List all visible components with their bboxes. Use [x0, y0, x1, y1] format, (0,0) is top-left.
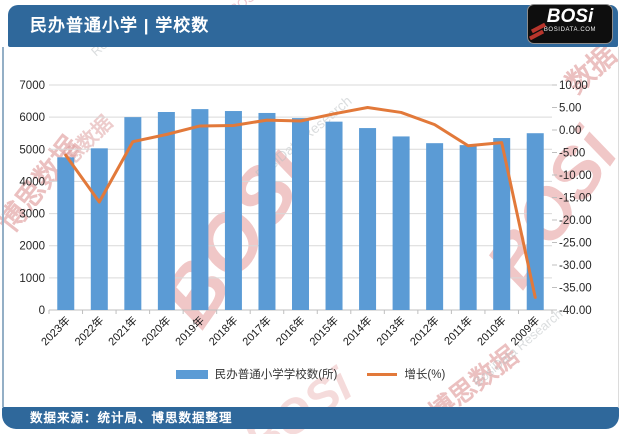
chart-legend: 民办普通小学学校数(所) 增长(%)	[0, 366, 621, 382]
svg-text:-40.00: -40.00	[559, 305, 592, 317]
bar-2023年	[57, 157, 75, 310]
svg-text:-25.00: -25.00	[559, 238, 592, 250]
legend-line-swatch	[367, 372, 398, 376]
svg-text:0: 0	[39, 305, 45, 317]
svg-text:-15.00: -15.00	[559, 193, 592, 205]
svg-text:2020年: 2020年	[138, 313, 173, 348]
bar-2016年	[292, 118, 309, 310]
svg-text:3000: 3000	[19, 209, 45, 221]
svg-text:-5.00: -5.00	[559, 148, 585, 160]
svg-text:1000: 1000	[19, 273, 45, 285]
svg-text:2018年: 2018年	[206, 313, 241, 348]
bosi-logo: BOSi BOSIDATA.COM	[527, 4, 613, 44]
bar-2011年	[459, 145, 477, 310]
svg-text:2000: 2000	[19, 241, 45, 253]
page-title: 民办普通小学 | 学校数	[30, 16, 210, 35]
svg-text:5000: 5000	[19, 144, 45, 156]
panel-right-border	[618, 47, 619, 407]
svg-text:6000: 6000	[19, 112, 45, 124]
legend-bar-swatch	[175, 369, 208, 379]
bar-2020年	[157, 112, 175, 310]
svg-text:4000: 4000	[19, 176, 45, 188]
bar-2012年	[426, 143, 444, 310]
svg-text:2010年: 2010年	[474, 313, 509, 348]
svg-text:2017年: 2017年	[239, 313, 274, 348]
footer-bar: 数据来源：统计局、博思数据整理	[2, 407, 619, 429]
x-axis-labels: 2023年 2022年 2021年 2020年 2019年 2018年 2017年 2016年…	[38, 313, 542, 348]
bar-2022年	[90, 148, 108, 310]
svg-text:-30.00: -30.00	[559, 260, 592, 272]
svg-text:2012年: 2012年	[407, 313, 442, 348]
growth-line	[64, 106, 537, 299]
bar-2015年	[325, 121, 343, 311]
svg-text:2015年: 2015年	[306, 313, 341, 348]
svg-text:2021年: 2021年	[105, 313, 140, 348]
svg-text:-10.00: -10.00	[559, 170, 592, 182]
data-source-note: 数据来源：统计局、博思数据整理	[30, 411, 233, 425]
combo-chart: 7000 6000 5000 4000 3000 2000 1000 0 10.00 5.00 0.…	[19, 80, 592, 348]
bar-2014年	[359, 128, 377, 310]
svg-text:2011年: 2011年	[441, 313, 475, 347]
svg-text:10.00: 10.00	[559, 80, 588, 92]
svg-text:2023年: 2023年	[38, 313, 73, 348]
svg-text:-35.00: -35.00	[559, 283, 592, 295]
bar-2017年	[258, 112, 276, 310]
svg-text:7000: 7000	[19, 80, 45, 92]
panel-left-border	[2, 47, 4, 407]
svg-text:2016年: 2016年	[273, 313, 308, 348]
svg-text:-20.00: -20.00	[559, 215, 592, 227]
bars-series	[57, 109, 544, 311]
bar-2013年	[392, 136, 410, 310]
legend-line-label: 增长(%)	[404, 369, 446, 381]
header-bar: 民办普通小学 | 学校数	[8, 5, 618, 47]
svg-text:2014年: 2014年	[340, 313, 375, 348]
legend-bar-label: 民办普通小学学校数(所)	[214, 369, 338, 381]
svg-text:5.00: 5.00	[559, 103, 581, 115]
svg-text:2022年: 2022年	[71, 313, 106, 348]
bar-2010年	[493, 138, 511, 310]
bar-2019年	[191, 109, 209, 310]
logo-brand-text: BOSi	[546, 6, 594, 27]
svg-text:2019年: 2019年	[172, 313, 207, 348]
bar-2021年	[124, 117, 142, 311]
logo-domain-text: BOSIDATA.COM	[543, 27, 597, 33]
svg-text:2013年: 2013年	[373, 313, 408, 348]
bar-2018年	[224, 111, 242, 311]
svg-text:0.00: 0.00	[559, 125, 581, 137]
svg-text:2009年: 2009年	[507, 313, 542, 348]
bar-2009年	[526, 133, 544, 310]
